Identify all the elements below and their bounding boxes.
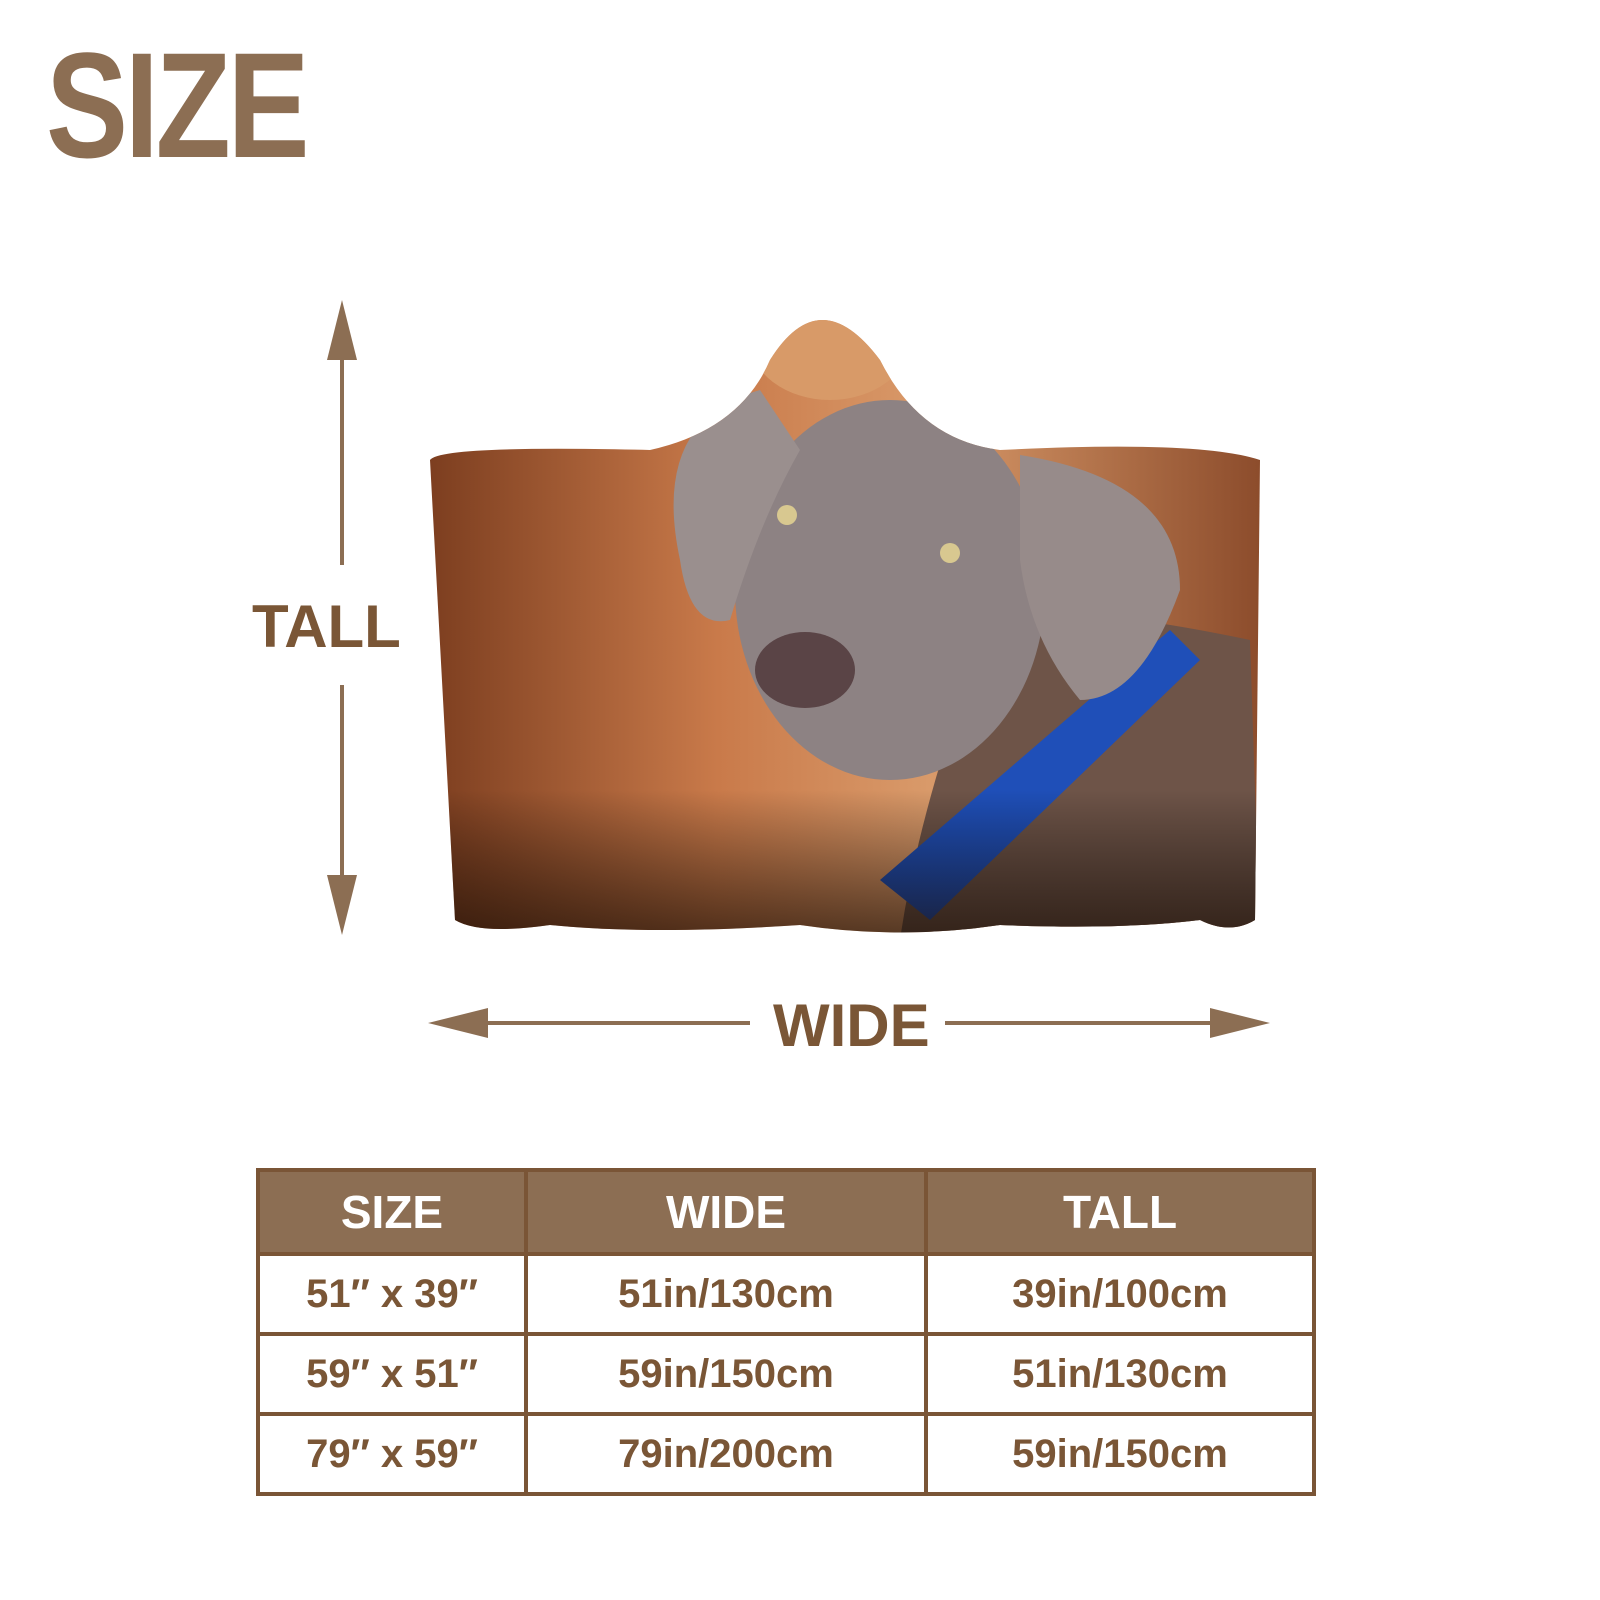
table-row: 59″ x 51″ 59in/150cm 51in/130cm <box>256 1332 1316 1416</box>
size-table: SIZE WIDE TALL 51″ x 39″ 51in/130cm 39in… <box>256 1168 1316 1496</box>
cell-tall: 59in/150cm <box>924 1412 1316 1496</box>
cell-size: 79″ x 59″ <box>256 1412 528 1496</box>
hooded-blanket-image <box>430 320 1260 933</box>
table-row: 51″ x 39″ 51in/130cm 39in/100cm <box>256 1252 1316 1336</box>
tall-arrow <box>327 300 357 935</box>
tall-label: TALL <box>252 593 401 660</box>
header-size: SIZE <box>256 1168 528 1256</box>
cell-size: 51″ x 39″ <box>256 1252 528 1336</box>
table-header-row: SIZE WIDE TALL <box>256 1168 1316 1256</box>
cell-wide: 51in/130cm <box>524 1252 928 1336</box>
table-row: 79″ x 59″ 79in/200cm 59in/150cm <box>256 1412 1316 1496</box>
cell-size: 59″ x 51″ <box>256 1332 528 1416</box>
cell-wide: 59in/150cm <box>524 1332 928 1416</box>
header-tall: TALL <box>924 1168 1316 1256</box>
page-title: SIZE <box>46 21 310 189</box>
cell-wide: 79in/200cm <box>524 1412 928 1496</box>
header-wide: WIDE <box>524 1168 928 1256</box>
cell-tall: 51in/130cm <box>924 1332 1316 1416</box>
cell-tall: 39in/100cm <box>924 1252 1316 1336</box>
wide-label: WIDE <box>773 992 930 1059</box>
wide-arrow <box>428 1008 1270 1038</box>
